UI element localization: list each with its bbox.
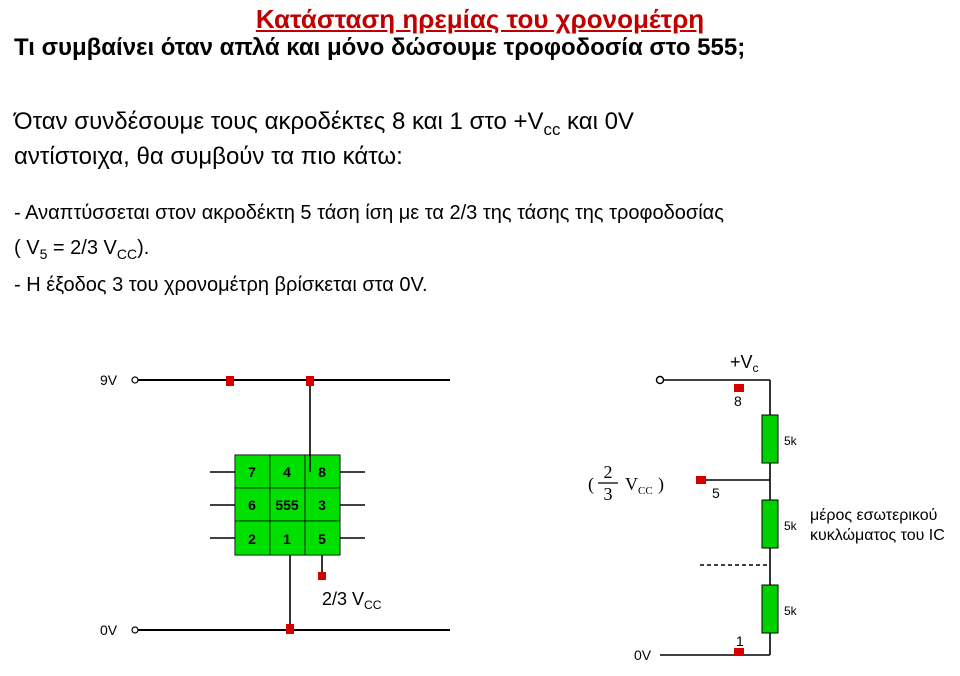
chip-cell-8: 8 xyxy=(318,464,326,480)
left-circuit: 9V 0V 7 4 8 xyxy=(100,372,450,638)
rail-9v-label: 9V xyxy=(100,372,118,388)
node-9v xyxy=(306,376,314,386)
diagrams: 9V 0V 7 4 8 xyxy=(0,0,960,676)
chip-cell-6: 6 xyxy=(248,497,256,513)
frac-paren-l: ( xyxy=(588,474,594,495)
chip-cell-5: 5 xyxy=(318,531,326,547)
r2-label: 5k xyxy=(784,519,798,533)
frac-num: 2 xyxy=(604,462,613,482)
resistor-1 xyxy=(762,415,778,463)
r3-label: 5k xyxy=(784,604,798,618)
chip-cell-3: 3 xyxy=(318,497,326,513)
r1-label: 5k xyxy=(784,434,798,448)
chip-cell-555: 555 xyxy=(275,497,299,513)
node-9v-2 xyxy=(226,376,234,386)
vcc-label: +Vc xyxy=(730,352,759,375)
resistor-3 xyxy=(762,585,778,633)
resistor-2 xyxy=(762,500,778,548)
vcc-terminal xyxy=(657,377,664,384)
node-pin5-tap xyxy=(696,476,706,484)
right-circuit: +Vc 8 5k 5 ( 2 3 VCC ) 5k 5k 0V xyxy=(588,352,945,663)
frac-vcc: VCC xyxy=(625,474,653,497)
chip-cell-4: 4 xyxy=(283,464,291,480)
pin5-label: 2/3 VCC xyxy=(322,589,382,612)
pin5-label-right: 5 xyxy=(712,485,720,501)
note-line-2: κυκλώματος του IC xyxy=(810,527,945,544)
frac-paren-r: ) xyxy=(658,474,664,495)
node-0v xyxy=(286,624,294,634)
note-line-1: μέρος εσωτερικού xyxy=(810,507,937,524)
node-pin8 xyxy=(734,384,744,392)
chip-555: 7 4 8 6 555 3 2 1 5 xyxy=(235,455,340,555)
pin8-label: 8 xyxy=(734,393,742,409)
node-pin1 xyxy=(734,648,744,656)
chip-cell-1: 1 xyxy=(283,531,291,547)
zero-label: 0V xyxy=(634,647,652,663)
node-pin5 xyxy=(318,572,326,580)
rail-0v-label: 0V xyxy=(100,622,118,638)
rail-9v-terminal xyxy=(132,377,138,383)
frac-den: 3 xyxy=(604,484,613,504)
rail-0v-terminal xyxy=(132,627,138,633)
chip-cell-7: 7 xyxy=(248,464,256,480)
chip-cell-2: 2 xyxy=(248,531,256,547)
pin1-label: 1 xyxy=(736,633,744,649)
